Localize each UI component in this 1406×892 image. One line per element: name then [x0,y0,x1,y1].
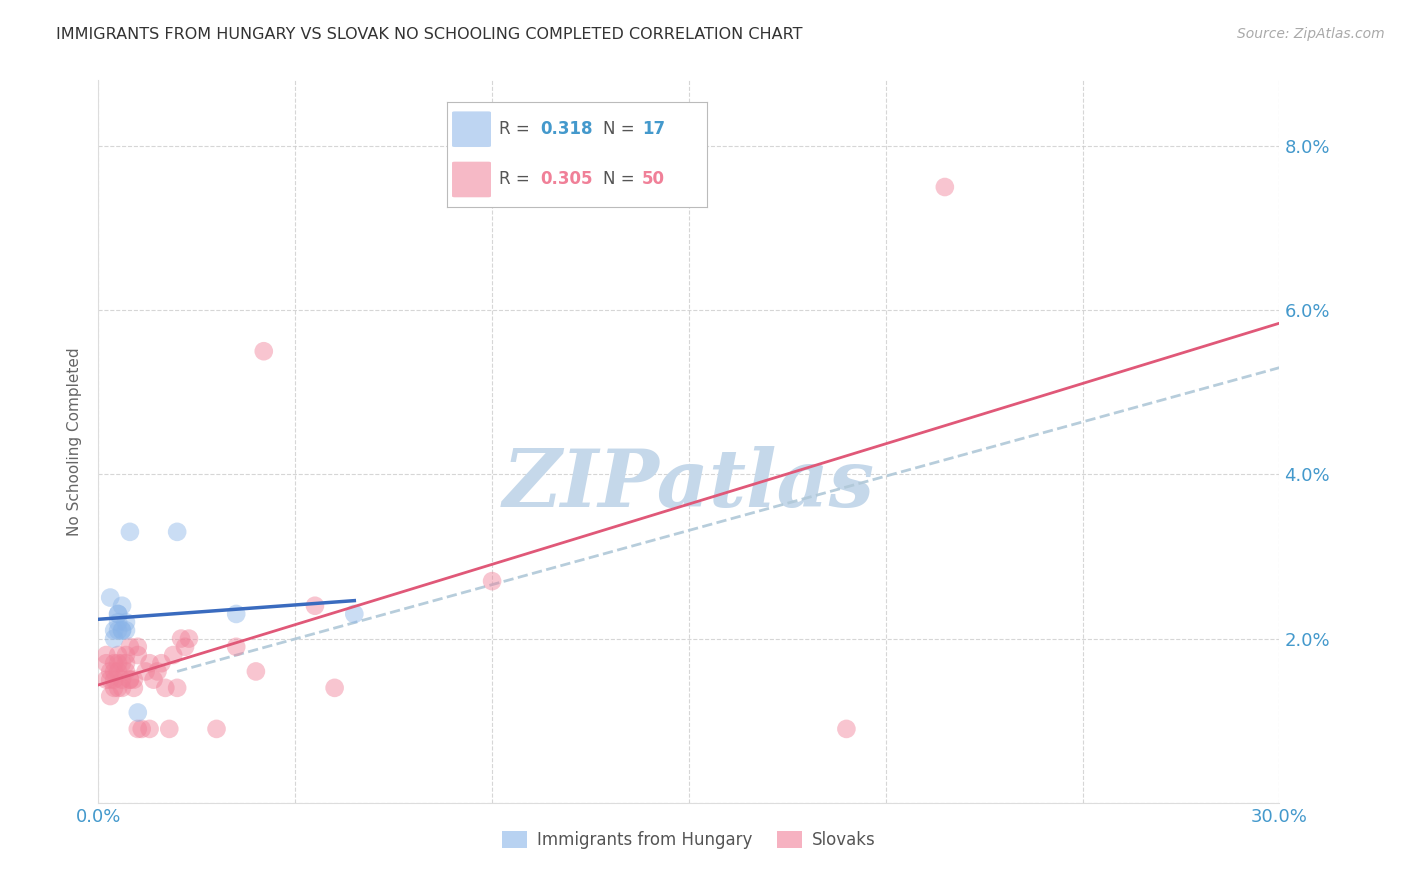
Point [103,665,125,679]
Point [111,657,134,671]
Point [98,689,121,703]
Point [115,615,138,630]
Point [138,657,160,671]
Point [107,624,129,638]
Point [98,673,121,687]
Point [177,632,200,646]
Point [103,624,125,638]
Point [225,640,247,654]
Point [205,722,228,736]
Point [107,615,129,630]
Point [127,722,149,736]
Point [122,681,145,695]
Point [170,632,193,646]
Point [142,673,165,687]
Point [111,681,134,695]
Point [111,624,134,638]
Point [118,673,141,687]
Point [131,722,153,736]
Point [107,607,129,621]
Point [253,344,276,359]
Text: Source: ZipAtlas.com: Source: ZipAtlas.com [1237,27,1385,41]
Point [127,640,149,654]
Point [166,681,188,695]
Text: IMMIGRANTS FROM HUNGARY VS SLOVAK NO SCHOOLING COMPLETED CORRELATION CHART: IMMIGRANTS FROM HUNGARY VS SLOVAK NO SCH… [56,27,803,42]
Point [122,673,145,687]
Point [107,648,129,662]
Point [107,607,129,621]
Point [835,722,858,736]
Point [304,599,326,613]
Point [103,632,125,646]
Point [934,180,956,194]
Point [166,524,188,539]
Point [138,722,160,736]
Point [118,673,141,687]
Point [225,607,247,621]
Point [323,681,346,695]
Point [96,673,118,687]
Point [481,574,503,588]
Point [103,673,125,687]
Point [155,681,177,695]
Point [111,673,134,687]
Point [135,665,157,679]
Point [103,657,125,671]
Point [98,591,121,605]
Point [115,665,138,679]
Point [118,524,141,539]
Point [146,665,169,679]
Y-axis label: No Schooling Completed: No Schooling Completed [67,347,83,536]
Text: ZIPatlas: ZIPatlas [503,446,875,524]
Point [96,657,118,671]
Point [127,706,149,720]
Point [127,648,149,662]
Point [115,624,138,638]
Point [245,665,267,679]
Legend: Immigrants from Hungary, Slovaks: Immigrants from Hungary, Slovaks [495,824,883,856]
Point [118,640,141,654]
Point [103,681,125,695]
Point [111,624,134,638]
Point [157,722,180,736]
Point [111,599,134,613]
Point [162,648,184,662]
Point [107,665,129,679]
Point [98,665,121,679]
Point [115,657,138,671]
Point [150,657,173,671]
Point [96,648,118,662]
Point [115,648,138,662]
Point [343,607,366,621]
Point [107,657,129,671]
Point [174,640,197,654]
Point [107,681,129,695]
